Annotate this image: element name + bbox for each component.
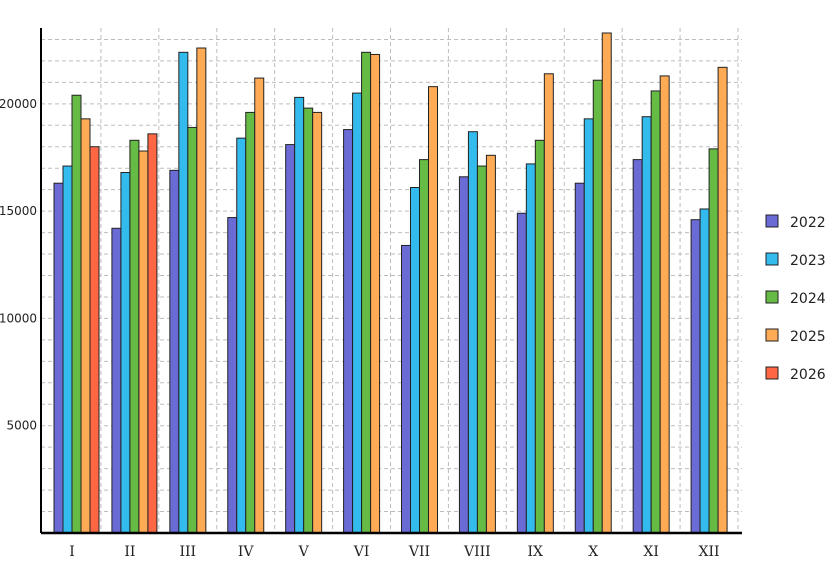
bar-2024-I [71, 94, 82, 534]
bar-2026-II [147, 133, 158, 534]
bar-2022-VII [401, 244, 411, 534]
bar-2023-VIII [467, 131, 478, 534]
bar-2022-IX [516, 212, 527, 534]
legend-item-2023: 2023 [765, 252, 826, 269]
bars [53, 32, 728, 534]
bar-2023-VII [410, 187, 420, 534]
bar-2024-IX [534, 139, 545, 534]
y-tick-label: 20000 [0, 97, 37, 111]
bar-2022-V [285, 144, 296, 534]
legend-swatch [765, 366, 779, 380]
x-tick-label: IX [528, 544, 544, 560]
axes [40, 28, 742, 535]
bar-2024-VIII [476, 165, 487, 534]
bar-2024-XII [708, 148, 719, 534]
legend-label: 2024 [790, 291, 826, 307]
y-tick-label: 10000 [0, 311, 37, 325]
x-tick-label: XI [643, 544, 659, 560]
legend-swatch [765, 290, 779, 304]
x-tick-label: IV [238, 544, 255, 560]
bar-2022-VIII [458, 176, 469, 534]
y-tick-label: 15000 [0, 204, 37, 218]
legend-swatch [765, 328, 779, 342]
bar-2024-II [129, 139, 140, 534]
x-tick-label: III [179, 544, 196, 560]
bar-2023-V [294, 96, 305, 534]
bar-2025-VII [428, 86, 438, 534]
bar-2022-III [169, 169, 180, 534]
bar-2023-III [178, 51, 189, 534]
legend-swatch [765, 252, 779, 266]
x-tick-label: X [588, 544, 598, 560]
y-tick-label: 5000 [6, 419, 37, 433]
bar-2025-VI [370, 53, 381, 534]
legend-label: 2023 [790, 253, 826, 269]
bar-2024-IV [245, 111, 256, 534]
legend-label: 2022 [790, 215, 826, 231]
bar-2025-II [138, 150, 149, 534]
bar-2023-XII [699, 208, 710, 534]
bar-2025-III [196, 47, 207, 534]
bar-2023-IX [525, 163, 536, 534]
x-tick-label: V [298, 544, 310, 560]
bar-2022-VI [343, 129, 354, 534]
bar-2023-IV [236, 137, 247, 534]
bar-2022-XI [632, 159, 643, 534]
bar-2025-XI [659, 75, 670, 534]
grid-lines [41, 28, 742, 533]
x-tick-label: I [69, 544, 75, 560]
bar-2026-I [89, 146, 100, 534]
bar-2025-V [312, 111, 323, 534]
bar-2023-II [120, 171, 131, 534]
y-tick-labels: 5000 10000 15000 20000 [0, 97, 37, 433]
bar-2024-XI [650, 90, 661, 534]
x-tick-label: VIII [463, 544, 491, 560]
x-tick-label: II [124, 544, 135, 560]
bar-2022-X [574, 182, 585, 534]
bar-2025-X [601, 32, 612, 534]
bar-2025-IX [543, 73, 554, 534]
legend-item-2022: 2022 [765, 214, 826, 231]
x-tick-label: VII [408, 544, 430, 560]
bar-2023-XI [641, 116, 652, 534]
bar-2025-VIII [485, 154, 496, 534]
bar-2022-XII [690, 219, 701, 534]
bar-2024-III [187, 126, 198, 534]
legend-swatch [765, 214, 779, 228]
bar-2024-VI [361, 51, 372, 534]
bar-2023-I [62, 165, 73, 534]
x-tick-label: VI [353, 544, 370, 560]
x-tick-label: XII [699, 544, 720, 560]
bar-2023-X [583, 118, 594, 534]
legend-label: 2026 [790, 367, 826, 383]
legend-item-2025: 2025 [765, 328, 826, 345]
bar-2022-II [111, 227, 122, 534]
bar-2024-VII [419, 159, 429, 534]
bar-2025-IV [254, 77, 265, 534]
bar-2025-XII [717, 66, 728, 534]
legend: 2022 2023 2024 2025 2026 [765, 214, 826, 383]
legend-label: 2025 [790, 329, 826, 345]
x-tick-labels: I II III IV V VI VII VIII IX X XI XII [69, 544, 719, 560]
bar-2022-I [53, 182, 64, 534]
legend-item-2024: 2024 [765, 290, 826, 307]
bar-2024-X [592, 79, 603, 534]
bar-2023-VI [352, 92, 363, 534]
bar-2024-V [303, 107, 314, 534]
legend-item-2026: 2026 [765, 366, 826, 383]
bar-2022-IV [227, 217, 238, 534]
bar-2025-I [80, 118, 91, 534]
